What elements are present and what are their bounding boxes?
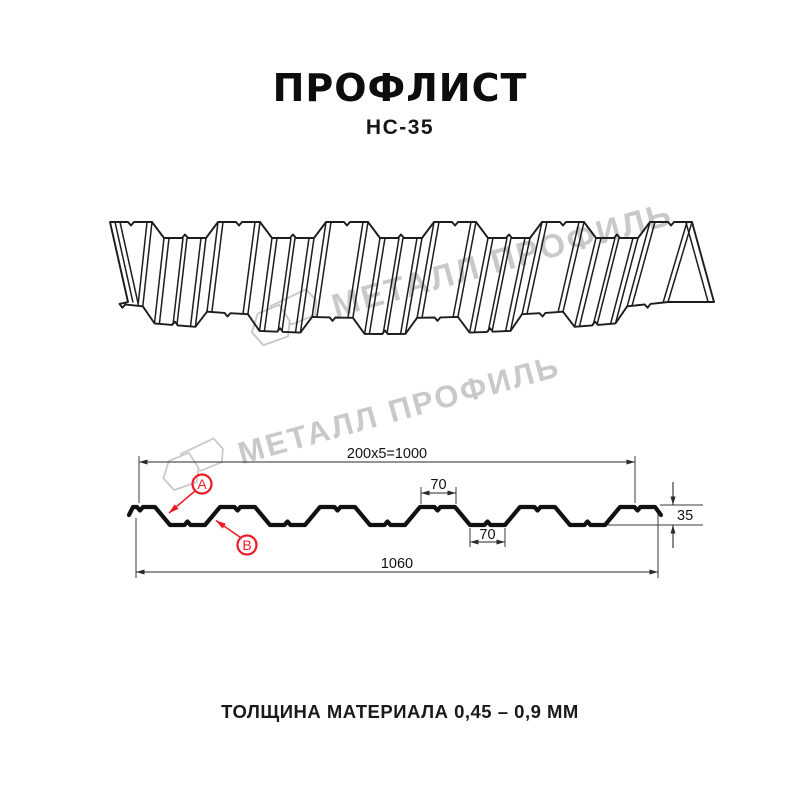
- rib-edge-line: [311, 221, 327, 318]
- rib-edge-line: [363, 237, 381, 335]
- dim-coverage-label: 200x5=1000: [347, 446, 427, 462]
- marker-a-label: A: [197, 476, 207, 492]
- rib-edge-line: [176, 237, 188, 326]
- rib-edge-line: [316, 221, 332, 318]
- profile-outline: [126, 504, 664, 528]
- thickness-note: ТОЛЩИНА МАТЕРИАЛА 0,45 – 0,9 ММ: [221, 701, 579, 722]
- dim-coverage-width: 200x5=1000: [138, 446, 636, 503]
- rib-edge-line: [457, 221, 477, 318]
- rib-edge-line: [557, 221, 580, 313]
- dim-height: 35: [607, 482, 703, 548]
- dim-trough-label: 70: [479, 527, 495, 543]
- dim-height-label: 35: [677, 508, 693, 524]
- rib-edge-line: [473, 237, 494, 333]
- dim-crest-label: 70: [430, 477, 446, 493]
- rib-edge-line: [206, 221, 219, 312]
- rib-edge-line: [294, 237, 310, 333]
- rib-edge-line: [242, 221, 256, 315]
- rib-edge-line: [626, 221, 651, 307]
- rib-edge-line: [685, 222, 709, 302]
- rib-edge-line: [452, 221, 472, 318]
- rib-edge-line: [277, 237, 292, 332]
- rib-edge-line: [596, 237, 620, 326]
- dim-crest-width: 70: [420, 477, 457, 504]
- rib-edge-line: [137, 221, 148, 306]
- dim-trough-width: 70: [469, 527, 506, 547]
- rib-edge-line: [487, 237, 508, 333]
- profile-3d-drawing: [109, 221, 715, 335]
- rib-edge-line: [562, 221, 585, 312]
- rib-edge-line: [404, 237, 423, 335]
- rib-edge-line: [386, 237, 404, 335]
- profile-model-label: НС-35: [365, 116, 435, 139]
- rib-edge-line: [491, 237, 512, 332]
- rib-edge-line: [352, 221, 369, 318]
- rib-edge-line: [211, 221, 224, 313]
- rib-edge-line: [609, 237, 634, 324]
- rib-edge-line: [614, 237, 639, 324]
- rib-edge-line: [468, 237, 489, 333]
- rib-edge-line: [662, 221, 688, 303]
- marker-b-label: B: [242, 537, 251, 553]
- rib-edge-line: [578, 237, 602, 327]
- rib-edge-line: [153, 237, 165, 324]
- rib-edge-line: [416, 221, 435, 318]
- dim-overall-width: 1060: [135, 512, 659, 578]
- sheet-rib-lines: [109, 221, 709, 335]
- rib-edge-line: [263, 237, 278, 332]
- rib-edge-line: [573, 237, 597, 327]
- rib-edge-line: [158, 237, 170, 324]
- rib-edge-line: [667, 221, 693, 303]
- rib-edge-line: [347, 221, 364, 318]
- marker-b: B: [215, 519, 258, 556]
- rib-edge-line: [521, 221, 543, 315]
- profile-section-drawing: 200x5=1000 1060 70 70: [126, 446, 703, 578]
- rib-edge-line: [509, 237, 531, 332]
- dim-overall-label: 1060: [381, 556, 413, 572]
- rib-edge-line: [109, 221, 129, 303]
- rib-edge-line: [399, 237, 418, 335]
- rib-edge-line: [526, 221, 548, 315]
- rib-edge-line: [119, 221, 139, 304]
- rib-edge-line: [299, 237, 315, 333]
- rib-edge-line: [114, 221, 134, 303]
- rib-edge-line: [504, 237, 526, 332]
- rib-edge-line: [382, 237, 400, 335]
- marker-a: A: [168, 473, 213, 514]
- rib-edge-line: [189, 237, 202, 327]
- rib-edge-line: [258, 237, 273, 332]
- rib-edge-line: [631, 221, 656, 306]
- rib-edge-line: [194, 237, 207, 327]
- page-title: ПРОФЛИСТ: [272, 66, 528, 110]
- rib-edge-line: [421, 221, 440, 318]
- rib-edge-line: [368, 237, 386, 335]
- rib-edge-line: [281, 237, 296, 333]
- rib-edge-line: [142, 221, 153, 307]
- rib-edge-line: [172, 237, 184, 326]
- rib-edge-line: [247, 221, 261, 315]
- rib-edge-line: [592, 237, 616, 326]
